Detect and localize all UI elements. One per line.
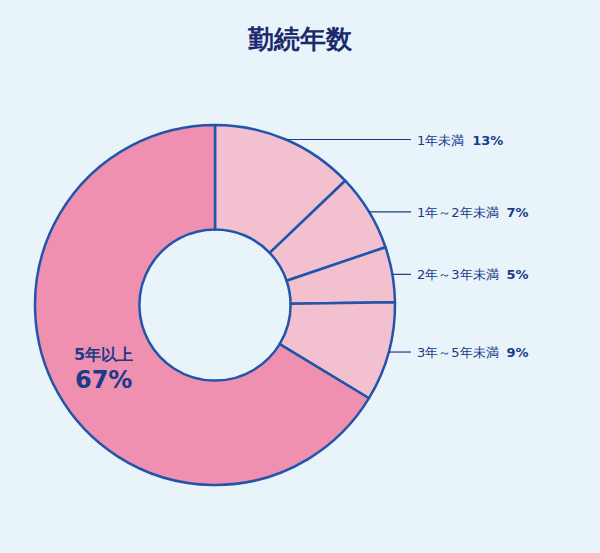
data-label: 9% [507, 345, 529, 360]
slice-label: 1年～2年未満 [417, 204, 499, 219]
slice [287, 247, 395, 304]
labels: 1年未満 13% 1年～2年未満 7% 2年～3年未満 5% 3年～5年未満 9% 5年以上 67… [74, 132, 529, 394]
data-label: 5% [507, 267, 529, 282]
slice-label-group: 1年未満 13% [417, 132, 503, 147]
slice-label: 2年～3年未満 [417, 267, 499, 282]
data-label: 13% [472, 132, 503, 147]
title: 勤続年数 [247, 24, 353, 54]
slices [35, 125, 395, 485]
leader-line [392, 274, 411, 275]
slice-label-group: 2年～3年未満 5% [417, 267, 529, 282]
slice-label: 3年～5年未満 [417, 345, 499, 360]
slice-label: 5年以上 [74, 345, 133, 364]
leader-line [369, 211, 411, 212]
leader-line [389, 351, 411, 352]
slice [35, 125, 369, 485]
leader-line [286, 139, 411, 140]
chart: 勤続年数 1年未満 13% 1年～2年未満 7% 2年～3年未満 5% 3年～5年未満 9% 5年… [0, 0, 600, 553]
data-label: 67% [75, 366, 132, 394]
slice-label-group: 1年～2年未満 7% [417, 204, 529, 219]
slice-label: 1年未満 [417, 132, 464, 147]
data-label: 7% [507, 204, 529, 219]
slice-label-group: 3年～5年未満 9% [417, 345, 529, 360]
